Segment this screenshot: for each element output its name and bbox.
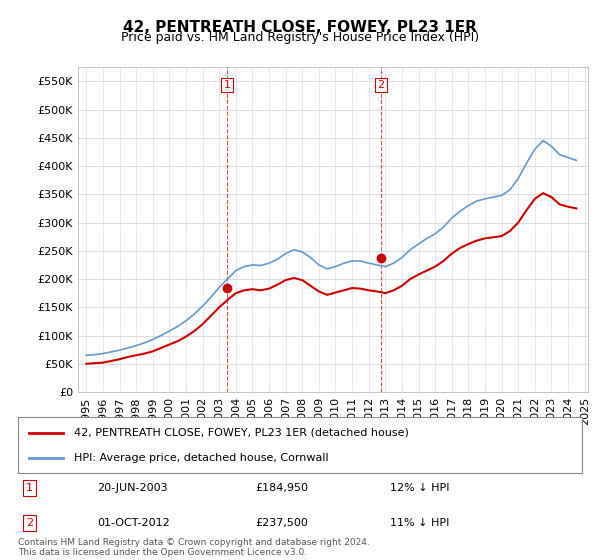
Text: 12% ↓ HPI: 12% ↓ HPI bbox=[390, 483, 450, 493]
Text: 20-JUN-2003: 20-JUN-2003 bbox=[97, 483, 167, 493]
Text: Price paid vs. HM Land Registry's House Price Index (HPI): Price paid vs. HM Land Registry's House … bbox=[121, 31, 479, 44]
FancyBboxPatch shape bbox=[18, 417, 582, 473]
Text: Contains HM Land Registry data © Crown copyright and database right 2024.
This d: Contains HM Land Registry data © Crown c… bbox=[18, 538, 370, 557]
Text: 11% ↓ HPI: 11% ↓ HPI bbox=[390, 518, 449, 528]
Text: £237,500: £237,500 bbox=[255, 518, 308, 528]
Text: 2: 2 bbox=[26, 518, 33, 528]
Text: 01-OCT-2012: 01-OCT-2012 bbox=[97, 518, 170, 528]
Text: 1: 1 bbox=[26, 483, 33, 493]
Text: 42, PENTREATH CLOSE, FOWEY, PL23 1ER: 42, PENTREATH CLOSE, FOWEY, PL23 1ER bbox=[123, 20, 477, 35]
Text: HPI: Average price, detached house, Cornwall: HPI: Average price, detached house, Corn… bbox=[74, 452, 329, 463]
Text: £184,950: £184,950 bbox=[255, 483, 308, 493]
Text: 42, PENTREATH CLOSE, FOWEY, PL23 1ER (detached house): 42, PENTREATH CLOSE, FOWEY, PL23 1ER (de… bbox=[74, 428, 409, 438]
Text: 1: 1 bbox=[224, 80, 230, 90]
Text: 2: 2 bbox=[377, 80, 385, 90]
